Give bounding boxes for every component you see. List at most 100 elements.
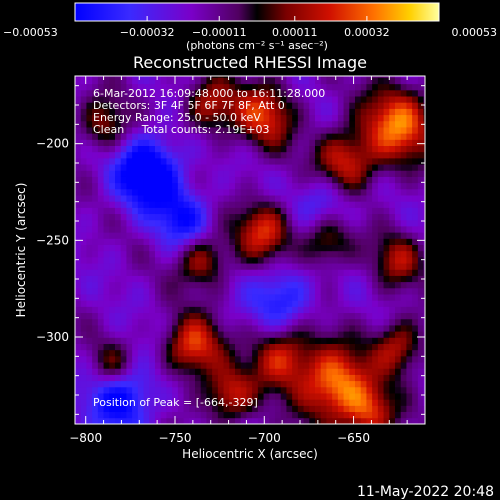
heatmap-cell <box>366 139 373 146</box>
heatmap-cell <box>412 300 419 307</box>
heatmap-cell <box>235 238 242 245</box>
heatmap-cell <box>326 188 333 196</box>
heatmap-cell <box>423 300 425 307</box>
heatmap-cell <box>349 244 356 252</box>
heatmap-cell <box>160 269 167 276</box>
heatmap-cell <box>75 145 82 153</box>
heatmap-cell <box>103 176 110 184</box>
heatmap-cell <box>400 188 407 196</box>
heatmap-cell <box>172 411 179 419</box>
heatmap-cell <box>366 287 373 295</box>
heatmap-cell <box>263 96 270 103</box>
heatmap-cell <box>240 263 247 270</box>
heatmap-cell <box>315 275 322 283</box>
heatmap-cell <box>355 213 362 221</box>
heatmap-cell <box>240 76 247 78</box>
heatmap-cell <box>115 108 122 116</box>
heatmap-cell <box>360 83 367 91</box>
heatmap-cell <box>109 164 116 171</box>
heatmap-cell <box>217 355 224 363</box>
heatmap-cell <box>206 250 213 258</box>
heatmap-cell <box>80 127 87 134</box>
heatmap-cell <box>355 102 362 109</box>
heatmap-cell <box>183 393 190 400</box>
heatmap-cell <box>92 151 99 159</box>
heatmap-cell <box>75 139 82 146</box>
heatmap-cell <box>252 201 259 208</box>
heatmap-cell <box>263 195 270 202</box>
heatmap-cell <box>406 145 413 153</box>
heatmap-cell <box>126 201 133 208</box>
x-tick-label: −800 <box>69 431 102 445</box>
x-tick-label: −700 <box>248 431 281 445</box>
heatmap-cell <box>109 250 116 258</box>
heatmap-cell <box>212 76 219 78</box>
heatmap-cell <box>280 275 287 283</box>
heatmap-cell <box>412 318 419 326</box>
heatmap-cell <box>115 83 122 91</box>
heatmap-cell <box>372 219 379 227</box>
heatmap-cell <box>240 127 247 134</box>
heatmap-cell <box>360 281 367 289</box>
heatmap-cell <box>92 238 99 245</box>
heatmap-cell <box>155 83 162 91</box>
heatmap-cell <box>309 331 316 338</box>
heatmap-cell <box>252 157 259 165</box>
heatmap-cell <box>155 380 162 388</box>
heatmap-cell <box>229 76 236 78</box>
heatmap-cell <box>337 83 344 91</box>
heatmap-cell <box>183 151 190 159</box>
heatmap-cell <box>155 238 162 245</box>
heatmap-cell <box>423 238 425 245</box>
heatmap-cell <box>132 368 139 375</box>
heatmap-cell <box>337 102 344 109</box>
heatmap-cell <box>286 145 293 153</box>
heatmap-cell <box>337 96 344 103</box>
heatmap-cell <box>355 405 362 413</box>
heatmap-cell <box>315 127 322 134</box>
heatmap-cell <box>309 275 316 283</box>
heatmap-cell <box>332 238 339 245</box>
heatmap-cell <box>417 76 424 78</box>
heatmap-cell <box>103 120 110 128</box>
heatmap-cell <box>132 182 139 190</box>
heatmap-cell <box>275 374 282 382</box>
heatmap-cell <box>149 238 156 245</box>
heatmap-cell <box>280 96 287 103</box>
heatmap-cell <box>183 145 190 153</box>
heatmap-cell <box>206 232 213 239</box>
heatmap-cell <box>223 83 230 91</box>
heatmap-cell <box>166 120 173 128</box>
heatmap-cell <box>263 250 270 258</box>
heatmap-cell <box>217 226 224 233</box>
heatmap-cell <box>246 188 253 196</box>
y-axis-label: Heliocentric Y (arcsec) <box>14 183 28 318</box>
heatmap-cell <box>155 325 162 332</box>
heatmap-cell <box>343 411 350 419</box>
heatmap-cell <box>366 362 373 369</box>
heatmap-cell <box>246 195 253 202</box>
heatmap-cell <box>309 219 316 227</box>
heatmap-cell <box>360 399 367 406</box>
heatmap-cell <box>309 343 316 351</box>
heatmap-cell <box>395 256 402 264</box>
heatmap-cell <box>309 281 316 289</box>
heatmap-cell <box>240 207 247 215</box>
heatmap-cell <box>109 145 116 153</box>
heatmap-cell <box>372 238 379 245</box>
heatmap-cell <box>257 145 264 153</box>
heatmap-cell <box>189 176 196 184</box>
heatmap-cell <box>417 318 424 326</box>
heatmap-cell <box>297 188 304 196</box>
heatmap-cell <box>183 275 190 283</box>
heatmap-cell <box>155 337 162 344</box>
heatmap-cell <box>252 318 259 326</box>
heatmap-cell <box>86 170 93 177</box>
heatmap-cell <box>206 281 213 289</box>
heatmap-cell <box>412 269 419 276</box>
heatmap-cell <box>292 133 299 140</box>
heatmap-cell <box>389 337 396 344</box>
heatmap-cell <box>229 380 236 388</box>
heatmap-cell <box>120 263 127 270</box>
heatmap-cell <box>360 337 367 344</box>
